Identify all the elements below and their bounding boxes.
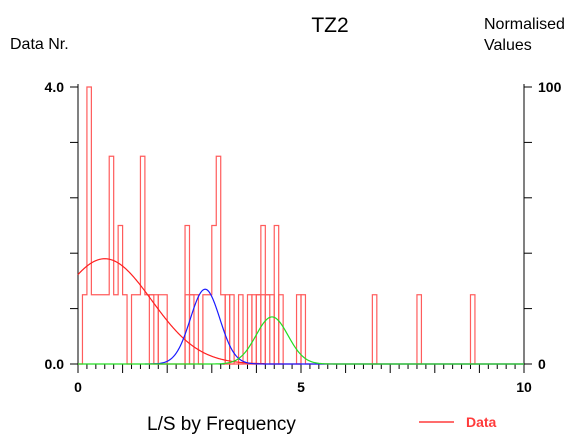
data-bar [224,294,231,365]
data-bar [237,294,244,365]
x-tick-label: 5 [297,379,305,395]
chart-title: TZ2 [311,14,349,37]
x-axis-label: L/S by Frequency [147,414,296,435]
fit-curves [77,258,524,365]
data-bar [157,294,168,365]
data-bar [278,294,284,365]
data-bar [273,224,280,365]
y-axis-right-label-line2: Values [484,37,532,54]
data-bars [78,86,524,365]
data-bar [251,294,258,365]
fit-curve-2 [144,288,524,365]
data-bar [416,294,423,365]
data-bar [255,294,262,365]
legend: Data [419,414,497,430]
y-left-tick-label: 0.0 [45,356,65,372]
legend-label-data: Data [466,414,497,430]
y-left-tick-label: 4.0 [45,79,65,95]
data-bar [371,294,378,365]
y-axis-left-label: Data Nr. [10,36,69,53]
x-tick-label: 10 [516,379,532,395]
data-bar [246,294,253,365]
fit-curve-1 [77,258,266,365]
x-tick-label: 0 [74,379,82,395]
fit-curve-3 [78,316,524,365]
data-bar [469,294,476,365]
y-axis-right-label: Normalised Values [484,14,579,56]
tick-labels: 0 5 10 0.0 4.0 0 100 [45,79,562,395]
y-right-tick-label: 0 [538,356,546,372]
y-right-tick-label: 100 [538,79,562,95]
data-bar [188,294,195,365]
y-axis-right-label-line1: Normalised [484,16,565,33]
data-bar [229,294,235,365]
